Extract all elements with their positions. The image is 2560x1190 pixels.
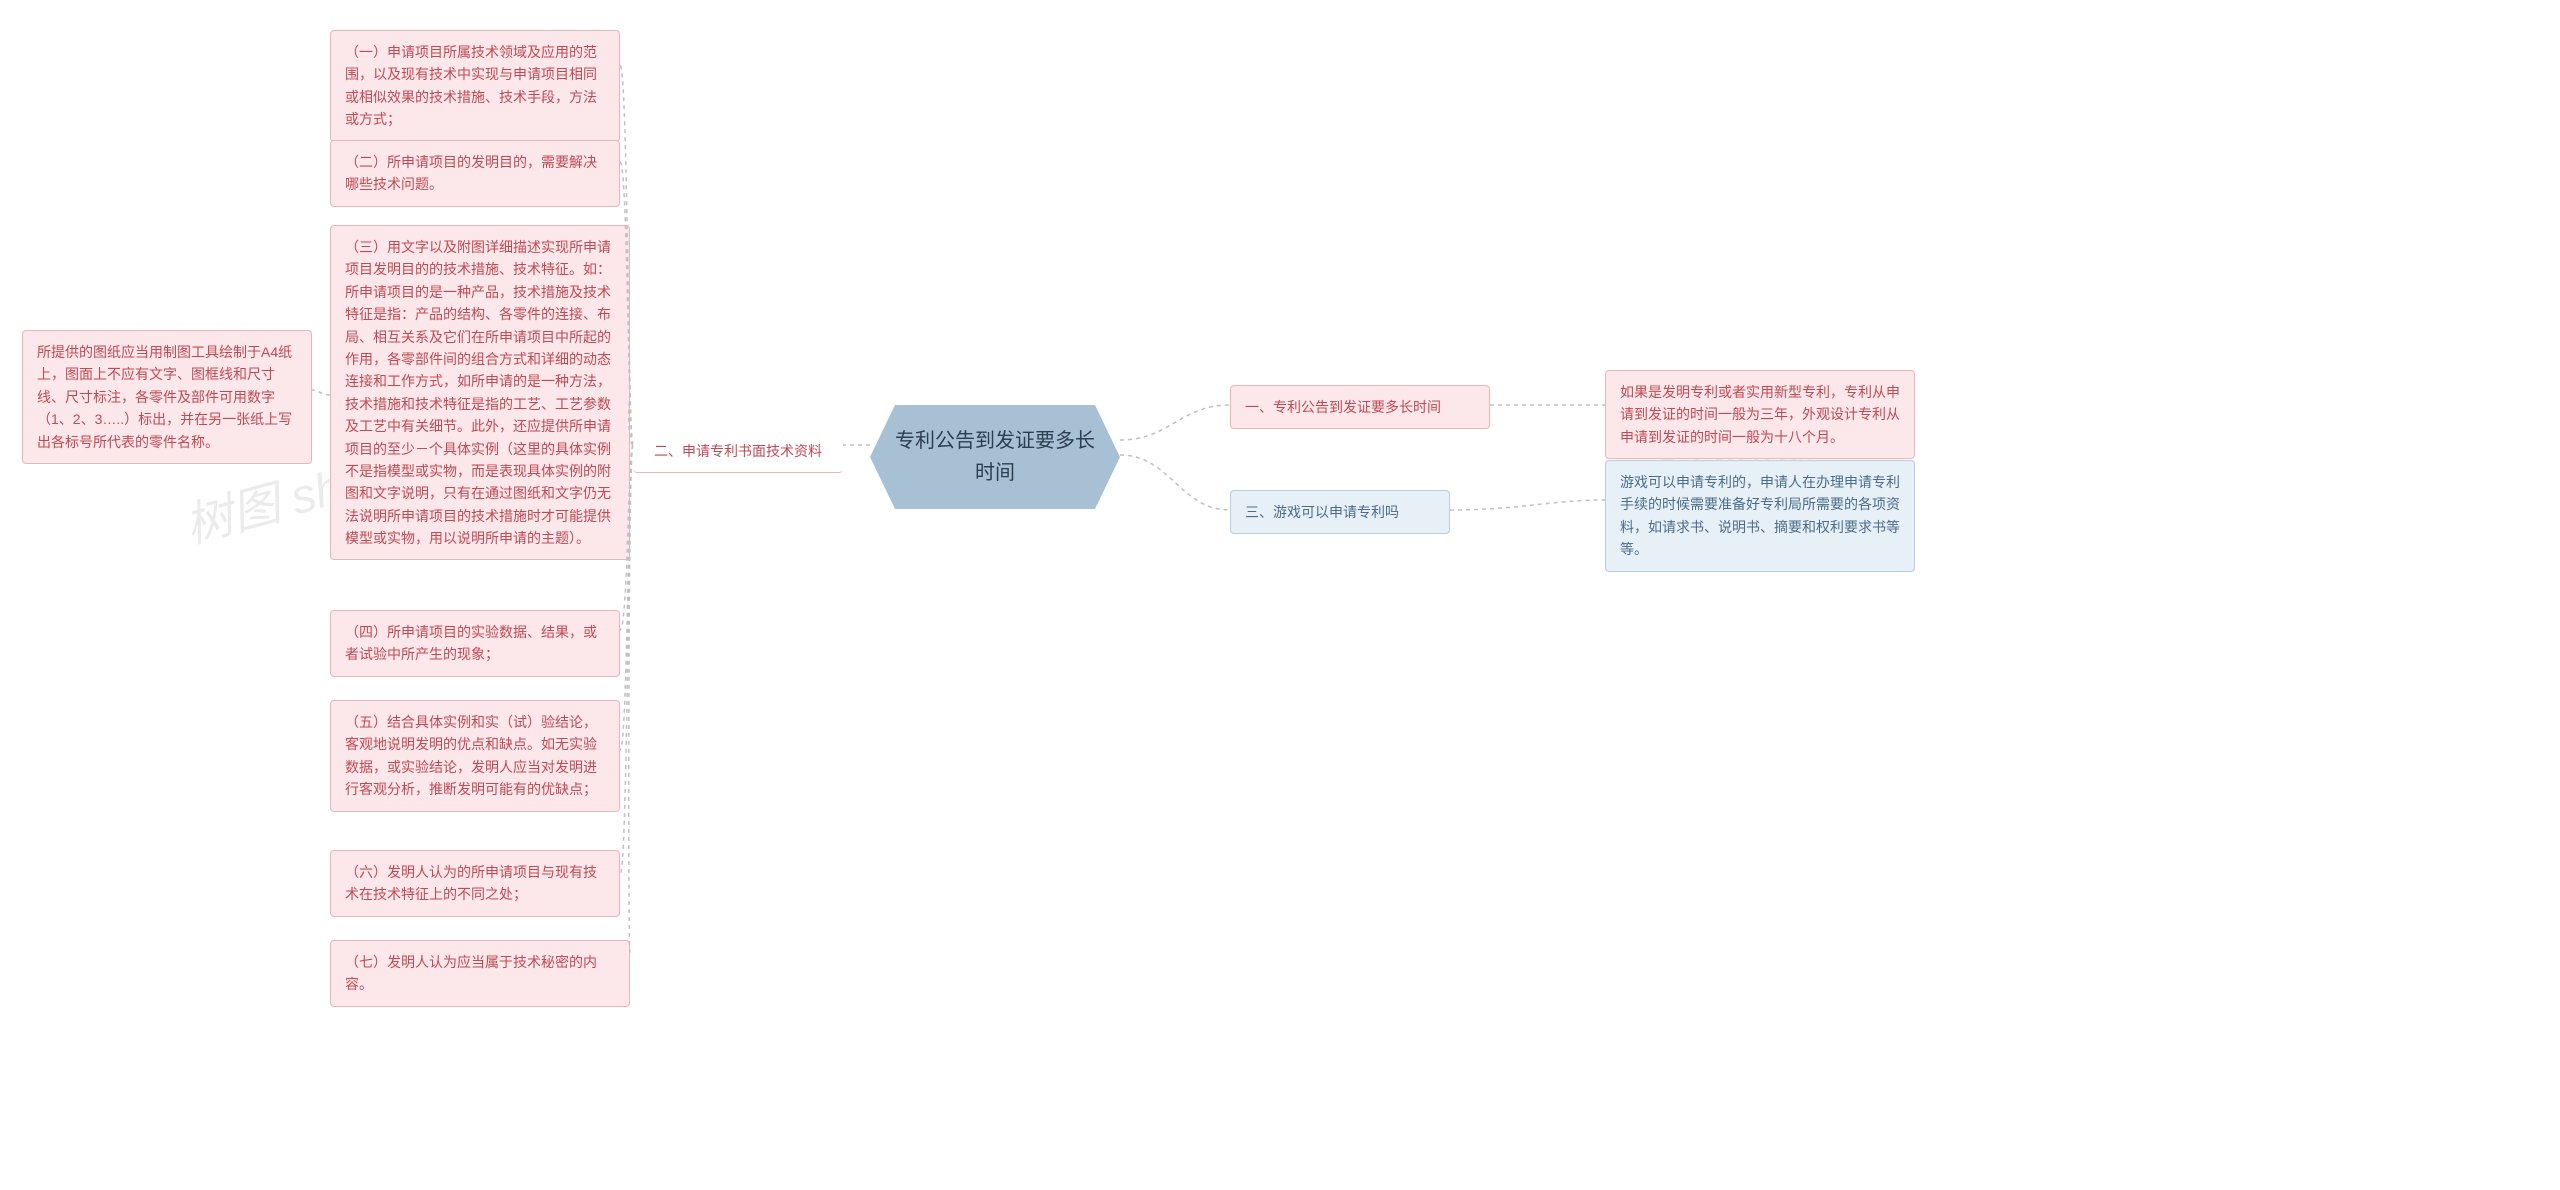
item-2: （二）所申请项目的发明目的，需要解决哪些技术问题。 [330, 140, 620, 207]
branch-3-detail: 游戏可以申请专利的，申请人在办理申请专利手续的时候需要准备好专利局所需要的各项资… [1605, 460, 1915, 572]
item-5: （五）结合具体实例和实（试）验结论，客观地说明发明的优点和缺点。如无实验数据，或… [330, 700, 620, 812]
item-3-sub: 所提供的图纸应当用制图工具绘制于A4纸上，图面上不应有文字、图框线和尺寸线、尺寸… [22, 330, 312, 464]
branch-3-title: 三、游戏可以申请专利吗 [1230, 490, 1450, 534]
item-7: （七）发明人认为应当属于技术秘密的内容。 [330, 940, 630, 1007]
item-1: （一）申请项目所属技术领域及应用的范围，以及现有技术中实现与申请项目相同或相似效… [330, 30, 620, 142]
item-6: （六）发明人认为的所申请项目与现有技术在技术特征上的不同之处； [330, 850, 620, 917]
branch-1-title: 一、专利公告到发证要多长时间 [1230, 385, 1490, 429]
item-4: （四）所申请项目的实验数据、结果，或者试验中所产生的现象； [330, 610, 620, 677]
item-3: （三）用文字以及附图详细描述实现所申请项目发明目的的技术措施、技术特征。如：所申… [330, 225, 630, 560]
branch-2-title: 二、申请专利书面技术资料 [633, 430, 843, 473]
branch-1-detail: 如果是发明专利或者实用新型专利，专利从申请到发证的时间一般为三年，外观设计专利从… [1605, 370, 1915, 459]
root-node: 专利公告到发证要多长时间 [870, 405, 1120, 509]
